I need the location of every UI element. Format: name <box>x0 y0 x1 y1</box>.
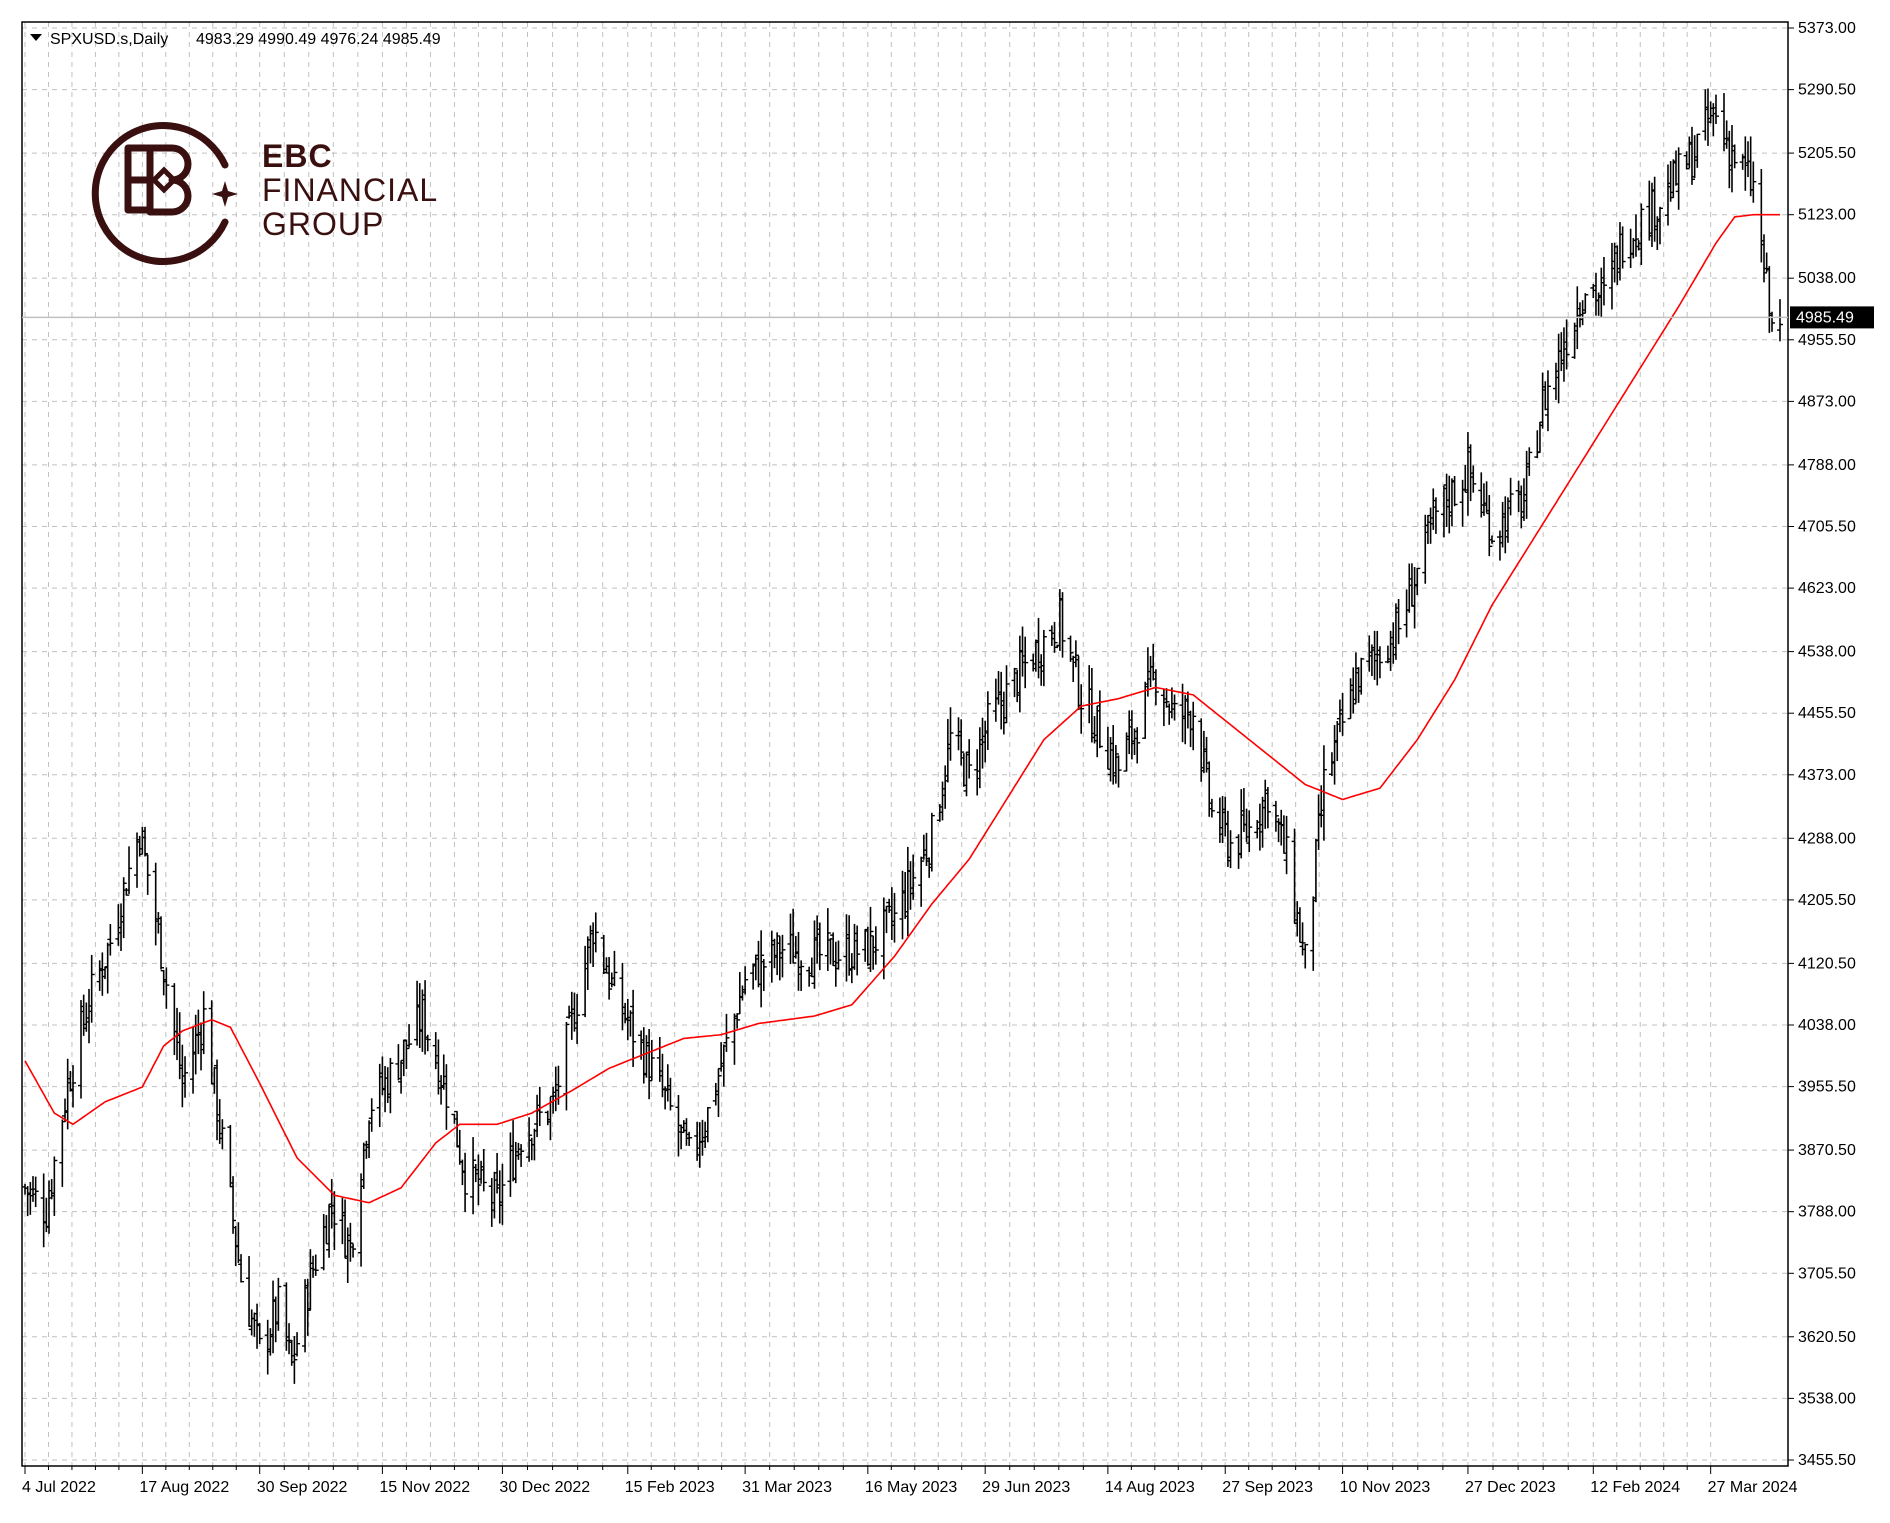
moving-average <box>24 213 1780 1204</box>
y-tick-label: 5123.00 <box>1798 207 1856 224</box>
y-tick-label: 4955.50 <box>1798 332 1856 349</box>
chart-grid <box>22 22 1788 1466</box>
y-tick-label: 3455.50 <box>1798 1452 1856 1469</box>
ebc-logo-emblem-icon <box>91 122 238 265</box>
y-tick-label: 5038.00 <box>1798 270 1856 287</box>
plot-frame <box>21 21 1789 1467</box>
y-tick-label: 4373.00 <box>1798 767 1856 784</box>
x-tick-label: 27 Dec 2023 <box>1465 1479 1556 1496</box>
current-price-marker: 4985.49 <box>22 306 1874 329</box>
x-axis: 4 Jul 2022 17 Aug 2022 30 Sep 2022 15 Nov 2… <box>22 1466 1798 1496</box>
dropdown-arrow-icon[interactable] <box>30 34 42 41</box>
y-tick-label: 4455.50 <box>1798 705 1856 722</box>
y-tick-label: 3538.00 <box>1798 1390 1856 1407</box>
current-price-tag <box>1790 306 1874 329</box>
x-tick-label: 30 Dec 2022 <box>499 1479 590 1496</box>
current-price-label: 4985.49 <box>1796 309 1854 326</box>
y-tick-label: 4538.00 <box>1798 644 1856 661</box>
x-tick-label: 10 Nov 2023 <box>1340 1479 1431 1496</box>
y-tick-label: 3955.50 <box>1798 1079 1856 1096</box>
logo-line-3: GROUP <box>262 206 384 242</box>
ohlc-bars <box>22 88 1783 1384</box>
ohlc-readout: 4983.29 4990.49 4976.24 4985.49 <box>196 31 441 48</box>
x-tick-label: 16 May 2023 <box>865 1479 958 1496</box>
moving-average-line <box>24 213 1780 1204</box>
y-tick-label: 3705.50 <box>1798 1265 1856 1282</box>
x-tick-label: 30 Sep 2022 <box>257 1479 348 1496</box>
y-tick-label: 4873.00 <box>1798 393 1856 410</box>
y-tick-label: 4705.50 <box>1798 518 1856 535</box>
y-tick-label: 3788.00 <box>1798 1204 1856 1221</box>
x-tick-label: 12 Feb 2024 <box>1590 1479 1680 1496</box>
x-tick-label: 29 Jun 2023 <box>982 1479 1070 1496</box>
y-tick-label: 4120.50 <box>1798 955 1856 972</box>
y-tick-label: 4205.50 <box>1798 892 1856 909</box>
x-tick-label: 31 Mar 2023 <box>742 1479 832 1496</box>
x-tick-label: 27 Sep 2023 <box>1222 1479 1313 1496</box>
symbol-label: SPXUSD.s,Daily <box>50 31 168 48</box>
ebc-logo: EBC FINANCIAL GROUP <box>91 122 438 265</box>
logo-line-1: EBC <box>262 138 333 174</box>
x-tick-label: 17 Aug 2022 <box>139 1479 229 1496</box>
y-axis: 5373.00 5290.50 5205.50 5123.00 5038.00 4955.… <box>1788 20 1856 1469</box>
y-tick-label: 3620.50 <box>1798 1329 1856 1346</box>
y-tick-label: 5205.50 <box>1798 145 1856 162</box>
x-tick-label: 14 Aug 2023 <box>1105 1479 1195 1496</box>
chart-header: SPXUSD.s,Daily 4983.29 4990.49 4976.24 4… <box>30 31 441 48</box>
y-tick-label: 4788.00 <box>1798 457 1856 474</box>
y-tick-label: 5373.00 <box>1798 20 1856 37</box>
y-tick-label: 4288.00 <box>1798 830 1856 847</box>
y-tick-label: 4038.00 <box>1798 1017 1856 1034</box>
x-tick-label: 4 Jul 2022 <box>22 1479 96 1496</box>
y-tick-label: 4623.00 <box>1798 580 1856 597</box>
y-tick-label: 5290.50 <box>1798 82 1856 99</box>
x-tick-label: 27 Mar 2024 <box>1708 1479 1798 1496</box>
logo-line-2: FINANCIAL <box>262 172 438 208</box>
x-tick-label: 15 Nov 2022 <box>379 1479 470 1496</box>
y-tick-label: 3870.50 <box>1798 1142 1856 1159</box>
x-tick-label: 15 Feb 2023 <box>625 1479 715 1496</box>
